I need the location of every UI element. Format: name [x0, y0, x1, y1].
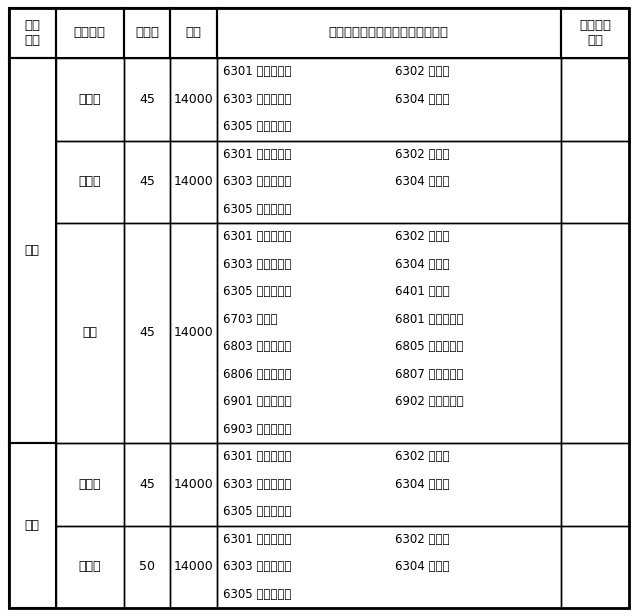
Text: 专业名称: 专业名称 — [73, 26, 106, 39]
Bar — [561, 443, 629, 525]
Bar — [9, 443, 56, 608]
Text: 6301 财政税务类: 6301 财政税务类 — [223, 230, 291, 243]
Bar — [124, 223, 170, 443]
Text: 6304 统计类: 6304 统计类 — [395, 93, 449, 106]
Text: 14000: 14000 — [174, 478, 213, 491]
Text: 45: 45 — [139, 175, 155, 188]
Text: 6302 金融类: 6302 金融类 — [395, 533, 449, 546]
Text: 14000: 14000 — [174, 560, 213, 573]
Text: 6305 经济贸易类: 6305 经济贸易类 — [223, 203, 291, 216]
Bar — [217, 58, 561, 140]
Text: 6401 旅游类: 6401 旅游类 — [395, 285, 449, 298]
Text: 对报考者专科阶段所学专业等要求: 对报考者专科阶段所学专业等要求 — [329, 26, 449, 39]
Text: 6902 公共管理类: 6902 公共管理类 — [395, 395, 463, 408]
Bar — [56, 223, 124, 443]
Text: 会计学: 会计学 — [78, 175, 101, 188]
Bar — [170, 8, 217, 58]
Text: 6801 公安管理类: 6801 公安管理类 — [395, 313, 463, 326]
Text: 学费: 学费 — [186, 26, 202, 39]
Text: 会计学: 会计学 — [78, 560, 101, 573]
Bar — [561, 140, 629, 223]
Text: 6903 公共服务类: 6903 公共服务类 — [223, 423, 291, 436]
Text: 6806 法律执行类: 6806 法律执行类 — [223, 368, 291, 381]
Text: 报考
类别: 报考 类别 — [24, 19, 40, 47]
Bar — [56, 140, 124, 223]
Text: 6303 财务会计类: 6303 财务会计类 — [223, 478, 291, 491]
Text: 计划数: 计划数 — [135, 26, 159, 39]
Bar — [170, 140, 217, 223]
Text: 6901 公共事业类: 6901 公共事业类 — [223, 395, 292, 408]
Text: 理科: 理科 — [25, 519, 40, 532]
Text: 6305 经济贸易类: 6305 经济贸易类 — [223, 505, 291, 518]
Bar — [56, 58, 124, 140]
Text: 6303 财务会计类: 6303 财务会计类 — [223, 175, 291, 188]
Text: 14000: 14000 — [174, 326, 213, 339]
Text: 6302 金融类: 6302 金融类 — [395, 65, 449, 78]
Text: 6805 法律实务类: 6805 法律实务类 — [395, 340, 463, 353]
Text: 14000: 14000 — [174, 93, 213, 106]
Text: 专业课程
要求: 专业课程 要求 — [579, 19, 611, 47]
Bar — [124, 8, 170, 58]
Bar — [170, 443, 217, 525]
Text: 45: 45 — [139, 478, 155, 491]
Bar — [561, 8, 629, 58]
Text: 45: 45 — [139, 326, 155, 339]
Text: 法学: 法学 — [82, 326, 97, 339]
Text: 文科: 文科 — [25, 244, 40, 257]
Text: 6303 财务会计类: 6303 财务会计类 — [223, 560, 291, 573]
Bar — [170, 58, 217, 140]
Text: 金融学: 金融学 — [78, 478, 101, 491]
Bar — [217, 8, 561, 58]
Text: 6304 统计类: 6304 统计类 — [395, 478, 449, 491]
Text: 6305 经济贸易类: 6305 经济贸易类 — [223, 588, 291, 601]
Text: 6305 经济贸易类: 6305 经济贸易类 — [223, 285, 291, 298]
Text: 6304 统计类: 6304 统计类 — [395, 175, 449, 188]
Bar — [217, 443, 561, 525]
Text: 6303 财务会计类: 6303 财务会计类 — [223, 93, 291, 106]
Text: 6807 司法技术类: 6807 司法技术类 — [395, 368, 463, 381]
Bar — [561, 223, 629, 443]
Text: 45: 45 — [139, 93, 155, 106]
Bar — [217, 140, 561, 223]
Text: 6301 财政税务类: 6301 财政税务类 — [223, 533, 291, 546]
Text: 6302 金融类: 6302 金融类 — [395, 148, 449, 161]
Bar — [170, 525, 217, 608]
Text: 6803 公安技术类: 6803 公安技术类 — [223, 340, 291, 353]
Text: 6304 统计类: 6304 统计类 — [395, 257, 449, 271]
Bar — [9, 8, 56, 58]
Text: 6301 财政税务类: 6301 财政税务类 — [223, 450, 291, 463]
Text: 6301 财政税务类: 6301 财政税务类 — [223, 65, 291, 78]
Text: 6303 财务会计类: 6303 财务会计类 — [223, 257, 291, 271]
Text: 6301 财政税务类: 6301 财政税务类 — [223, 148, 291, 161]
Bar — [124, 58, 170, 140]
Bar — [124, 443, 170, 525]
Text: 50: 50 — [139, 560, 155, 573]
Bar — [561, 525, 629, 608]
Bar — [170, 223, 217, 443]
Text: 金融学: 金融学 — [78, 93, 101, 106]
Text: 6302 金融类: 6302 金融类 — [395, 450, 449, 463]
Text: 6305 经济贸易类: 6305 经济贸易类 — [223, 120, 291, 133]
Bar — [124, 525, 170, 608]
Bar — [56, 443, 124, 525]
Bar — [124, 140, 170, 223]
Bar — [9, 58, 56, 443]
Bar — [56, 525, 124, 608]
Bar — [561, 58, 629, 140]
Text: 6703 文秘类: 6703 文秘类 — [223, 313, 277, 326]
Text: 6302 金融类: 6302 金融类 — [395, 230, 449, 243]
Text: 14000: 14000 — [174, 175, 213, 188]
Bar — [217, 525, 561, 608]
Text: 6304 统计类: 6304 统计类 — [395, 560, 449, 573]
Bar — [56, 8, 124, 58]
Bar — [217, 223, 561, 443]
